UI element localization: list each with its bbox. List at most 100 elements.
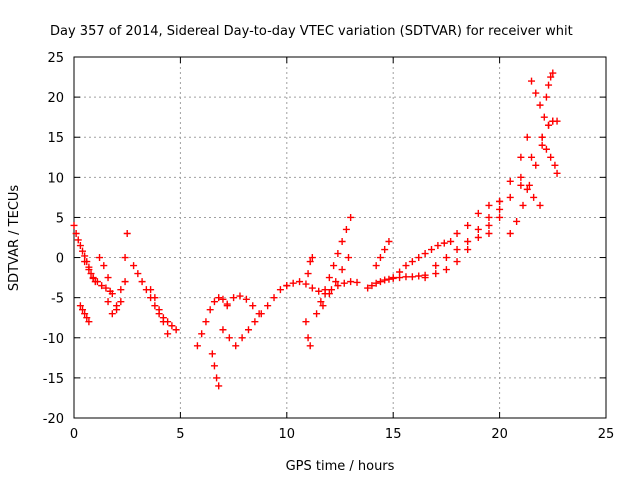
- data-point: [230, 294, 238, 302]
- data-point: [289, 279, 297, 287]
- data-point: [96, 254, 104, 262]
- data-point: [432, 270, 440, 278]
- data-point: [389, 274, 397, 282]
- data-point: [276, 286, 284, 294]
- data-point: [308, 254, 316, 262]
- plot-frame: [73, 56, 607, 419]
- x-tick-label: 25: [598, 427, 615, 442]
- data-point: [528, 77, 536, 85]
- data-point: [315, 287, 323, 295]
- data-point: [464, 221, 472, 229]
- data-point: [528, 153, 536, 161]
- y-tick-label: -10: [43, 332, 64, 347]
- series-arc-8: [193, 294, 231, 350]
- series-arc-1: [70, 221, 99, 286]
- data-point: [100, 262, 108, 270]
- data-point: [396, 268, 404, 276]
- data-point: [138, 278, 146, 286]
- data-point: [474, 234, 482, 241]
- data-point: [104, 274, 112, 282]
- x-axis-label: GPS time / hours: [286, 459, 395, 474]
- data-point: [553, 169, 561, 177]
- data-point: [93, 278, 101, 286]
- data-point: [283, 282, 291, 290]
- series-arc-16: [319, 254, 353, 310]
- data-point: [338, 266, 346, 274]
- data-point: [547, 73, 555, 81]
- x-tick-label: 5: [176, 427, 184, 442]
- data-point: [76, 302, 84, 310]
- series-arc-5: [104, 229, 131, 318]
- data-point: [376, 278, 384, 286]
- data-point: [134, 270, 142, 278]
- data-point: [402, 273, 410, 281]
- data-point: [464, 238, 472, 246]
- y-tick-label: 5: [56, 211, 64, 226]
- data-point: [421, 250, 429, 258]
- data-point: [104, 298, 112, 306]
- data-point: [347, 213, 355, 221]
- data-point: [121, 278, 129, 286]
- data-point: [340, 279, 348, 287]
- data-point: [513, 217, 521, 225]
- data-point: [474, 209, 482, 217]
- data-point: [89, 274, 97, 282]
- data-point: [270, 294, 278, 302]
- data-point: [332, 278, 340, 286]
- series-arc-21: [432, 133, 531, 270]
- series-arc-9: [208, 350, 223, 390]
- data-point: [440, 239, 448, 247]
- data-point: [306, 258, 314, 266]
- data-point: [70, 221, 78, 229]
- data-point: [372, 262, 380, 270]
- data-point: [304, 270, 312, 278]
- data-point: [198, 330, 206, 338]
- data-point: [542, 93, 550, 101]
- data-points: [70, 69, 561, 390]
- series-arc-24: [506, 121, 553, 237]
- data-point: [308, 284, 316, 292]
- data-point: [523, 133, 531, 141]
- data-point: [244, 326, 252, 334]
- series-arc-12: [283, 278, 361, 298]
- data-point: [547, 153, 555, 161]
- data-point: [540, 113, 548, 121]
- series-arc-26: [542, 69, 557, 101]
- data-point: [506, 193, 514, 201]
- data-point: [530, 193, 538, 201]
- data-point: [536, 101, 544, 109]
- data-point: [372, 279, 380, 287]
- y-tick-label: -5: [51, 292, 64, 307]
- data-point: [381, 246, 389, 254]
- y-tick-label: 0: [56, 252, 64, 267]
- data-point: [496, 205, 504, 213]
- data-point: [381, 276, 389, 284]
- series-arc-19: [389, 238, 455, 282]
- data-point: [304, 334, 312, 342]
- series-arc-11: [223, 292, 263, 318]
- data-point: [402, 262, 410, 270]
- data-point: [236, 292, 244, 300]
- series-arc-4: [96, 254, 129, 310]
- data-point: [117, 298, 125, 306]
- data-point: [334, 282, 342, 290]
- series-arc-22: [453, 197, 504, 237]
- data-point: [193, 342, 201, 350]
- data-point: [87, 270, 95, 278]
- data-point: [538, 133, 546, 141]
- grid: [74, 57, 606, 418]
- data-point: [202, 318, 210, 326]
- data-point: [83, 314, 91, 322]
- data-point: [251, 318, 259, 326]
- data-point: [408, 273, 416, 281]
- data-point: [213, 374, 221, 382]
- data-point: [172, 326, 180, 334]
- data-point: [532, 89, 540, 97]
- data-point: [553, 117, 561, 125]
- data-point: [517, 153, 525, 161]
- x-tick-label: 20: [491, 427, 508, 442]
- x-tick-label: 10: [279, 427, 296, 442]
- data-point: [376, 254, 384, 262]
- data-point: [81, 310, 89, 318]
- data-point: [334, 250, 342, 258]
